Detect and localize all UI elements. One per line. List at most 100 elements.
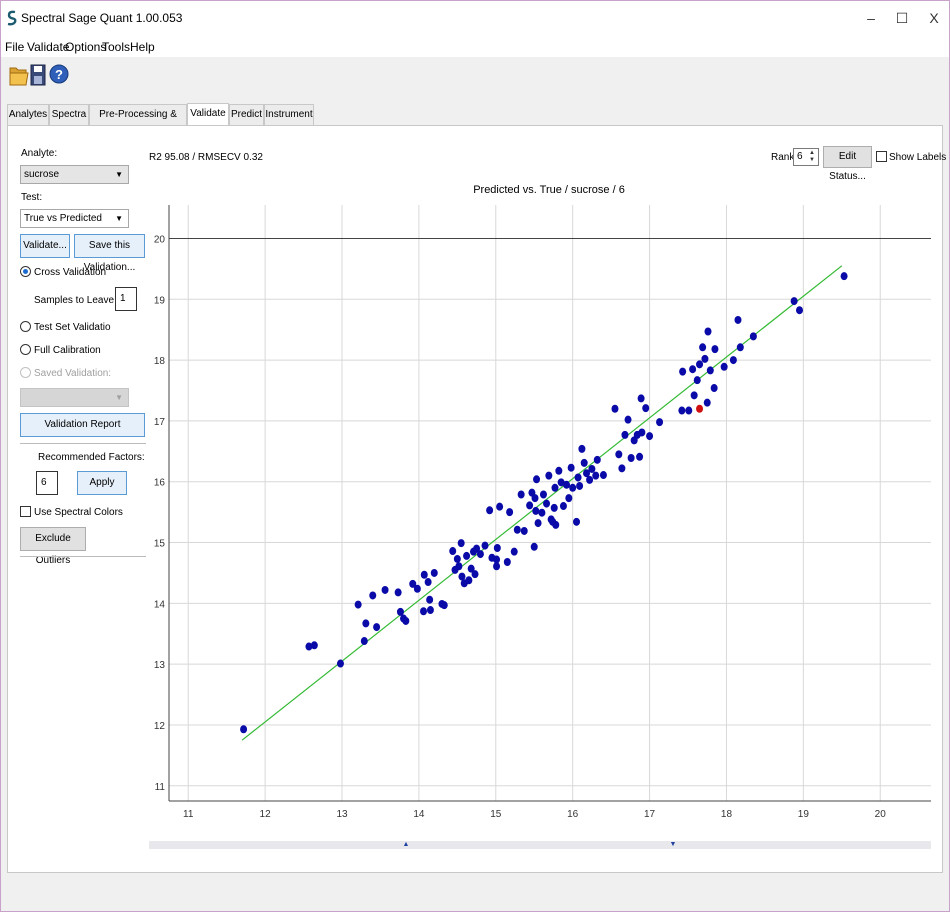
data-point [336,659,344,668]
highlighted-point [696,404,704,413]
edit-status-button[interactable]: Edit Status... [823,146,872,182]
data-point [513,525,521,534]
data-point [413,584,421,593]
test-select[interactable]: True vs Predicted ▼ [20,209,129,228]
x-range-strip[interactable] [149,841,931,849]
data-point [685,406,693,415]
tab-spectra[interactable]: Spectra [49,104,89,125]
data-point [426,595,434,604]
spin-arrows-icon[interactable]: ▲ ▼ [809,150,815,163]
data-point [426,606,434,615]
show-labels-checkbox[interactable] [876,151,887,162]
data-point [696,360,704,369]
divider [20,556,146,557]
data-point [517,490,525,499]
full-calibration-radio[interactable] [20,344,31,355]
floppy-icon[interactable] [29,61,49,87]
saved-validation-radio[interactable] [20,367,31,378]
data-point [545,471,553,480]
help-icon[interactable]: ? [48,61,70,87]
menu-options[interactable]: Options [65,40,107,54]
x-tick-label: 15 [490,809,502,820]
validation-report-button[interactable]: Validation Report [20,413,145,437]
data-point [586,475,594,484]
test-set-radio[interactable] [20,321,31,332]
data-point [240,725,248,734]
data-point [701,354,709,363]
data-point [506,508,514,517]
use-spectral-colors-label: Use Spectral Colors [34,507,123,518]
validate-button[interactable]: Validate... [20,234,70,258]
data-point [624,415,632,424]
data-point [457,539,465,548]
cross-validation-radio[interactable] [20,266,31,277]
recommended-factors-label: Recommended Factors: [38,452,145,463]
chevron-down-icon: ▼ [115,393,123,402]
saved-validation-select[interactable]: ▼ [20,388,129,407]
data-point [465,576,473,585]
rank-spinbox[interactable]: 6 ▲ ▼ [793,148,819,166]
data-point [402,616,410,625]
y-tick-label: 20 [154,234,166,245]
data-point [720,362,728,371]
x-tick-label: 13 [336,809,348,820]
data-point [618,464,626,473]
data-point [627,453,635,462]
minimize-button[interactable]: – [867,10,875,26]
rank-label: Rank: [771,152,798,163]
data-point [362,619,370,628]
save-validation-button[interactable]: Save this Validation... [74,234,145,273]
y-tick-label: 13 [154,660,166,671]
tab-validate[interactable]: Validate [187,103,229,125]
validate-panel [7,125,943,873]
menu-help[interactable]: Help [130,40,155,54]
tab-instrument[interactable]: Instrument [264,104,314,125]
data-point [576,481,584,490]
data-point [532,506,540,515]
data-point [563,480,571,489]
grid [169,205,931,801]
samples-leave-out-input[interactable]: 1 [115,287,137,311]
data-point [559,502,567,511]
folder-icon[interactable] [9,61,29,87]
data-point [496,502,504,511]
tab-analytes[interactable]: Analytes [7,104,49,125]
maximize-button[interactable]: ☐ [895,10,909,26]
data-point [520,526,528,535]
data-point [534,519,542,528]
menu-tools[interactable]: Tools [102,40,131,54]
use-spectral-colors-checkbox[interactable] [20,506,31,517]
data-point [593,455,601,464]
data-point [690,391,698,400]
close-button[interactable]: X [929,10,939,26]
analyte-select[interactable]: sucrose ▼ [20,165,129,184]
data-point [578,444,586,453]
range-marker-right-icon[interactable]: ▼ [669,841,677,848]
data-point [430,568,438,577]
tab-predict[interactable]: Predict [229,104,264,125]
data-point [729,356,737,365]
menu-validate[interactable]: Validate [27,40,70,54]
data-point [354,600,362,609]
range-marker-left-icon[interactable]: ▲ [402,841,410,848]
x-tick-label: 20 [875,809,887,820]
data-point [592,471,600,480]
y-tick-label: 18 [154,356,166,367]
data-point [557,478,565,487]
data-point [493,562,501,571]
show-labels-label: Show Labels [889,152,947,163]
scatter-plot[interactable]: 11 12 13 14 15 16 17 18 19 20 11 12 13 14 15 16 17 18 19 20 [149,197,939,839]
tab-preprocessing-regions[interactable]: Pre-Processing & Regions [89,104,187,140]
divider [20,443,146,444]
exclude-outliers-button[interactable]: Exclude Outliers [20,527,86,566]
data-point [394,588,402,597]
data-point [381,585,389,594]
data-point [476,550,484,559]
apply-button[interactable]: Apply [77,471,127,495]
recommended-factors-input[interactable]: 6 [36,471,58,495]
data-point [636,452,644,461]
data-point [396,607,404,616]
menu-file[interactable]: File [5,40,25,54]
data-point [458,572,466,581]
x-tick-label: 11 [183,809,194,820]
